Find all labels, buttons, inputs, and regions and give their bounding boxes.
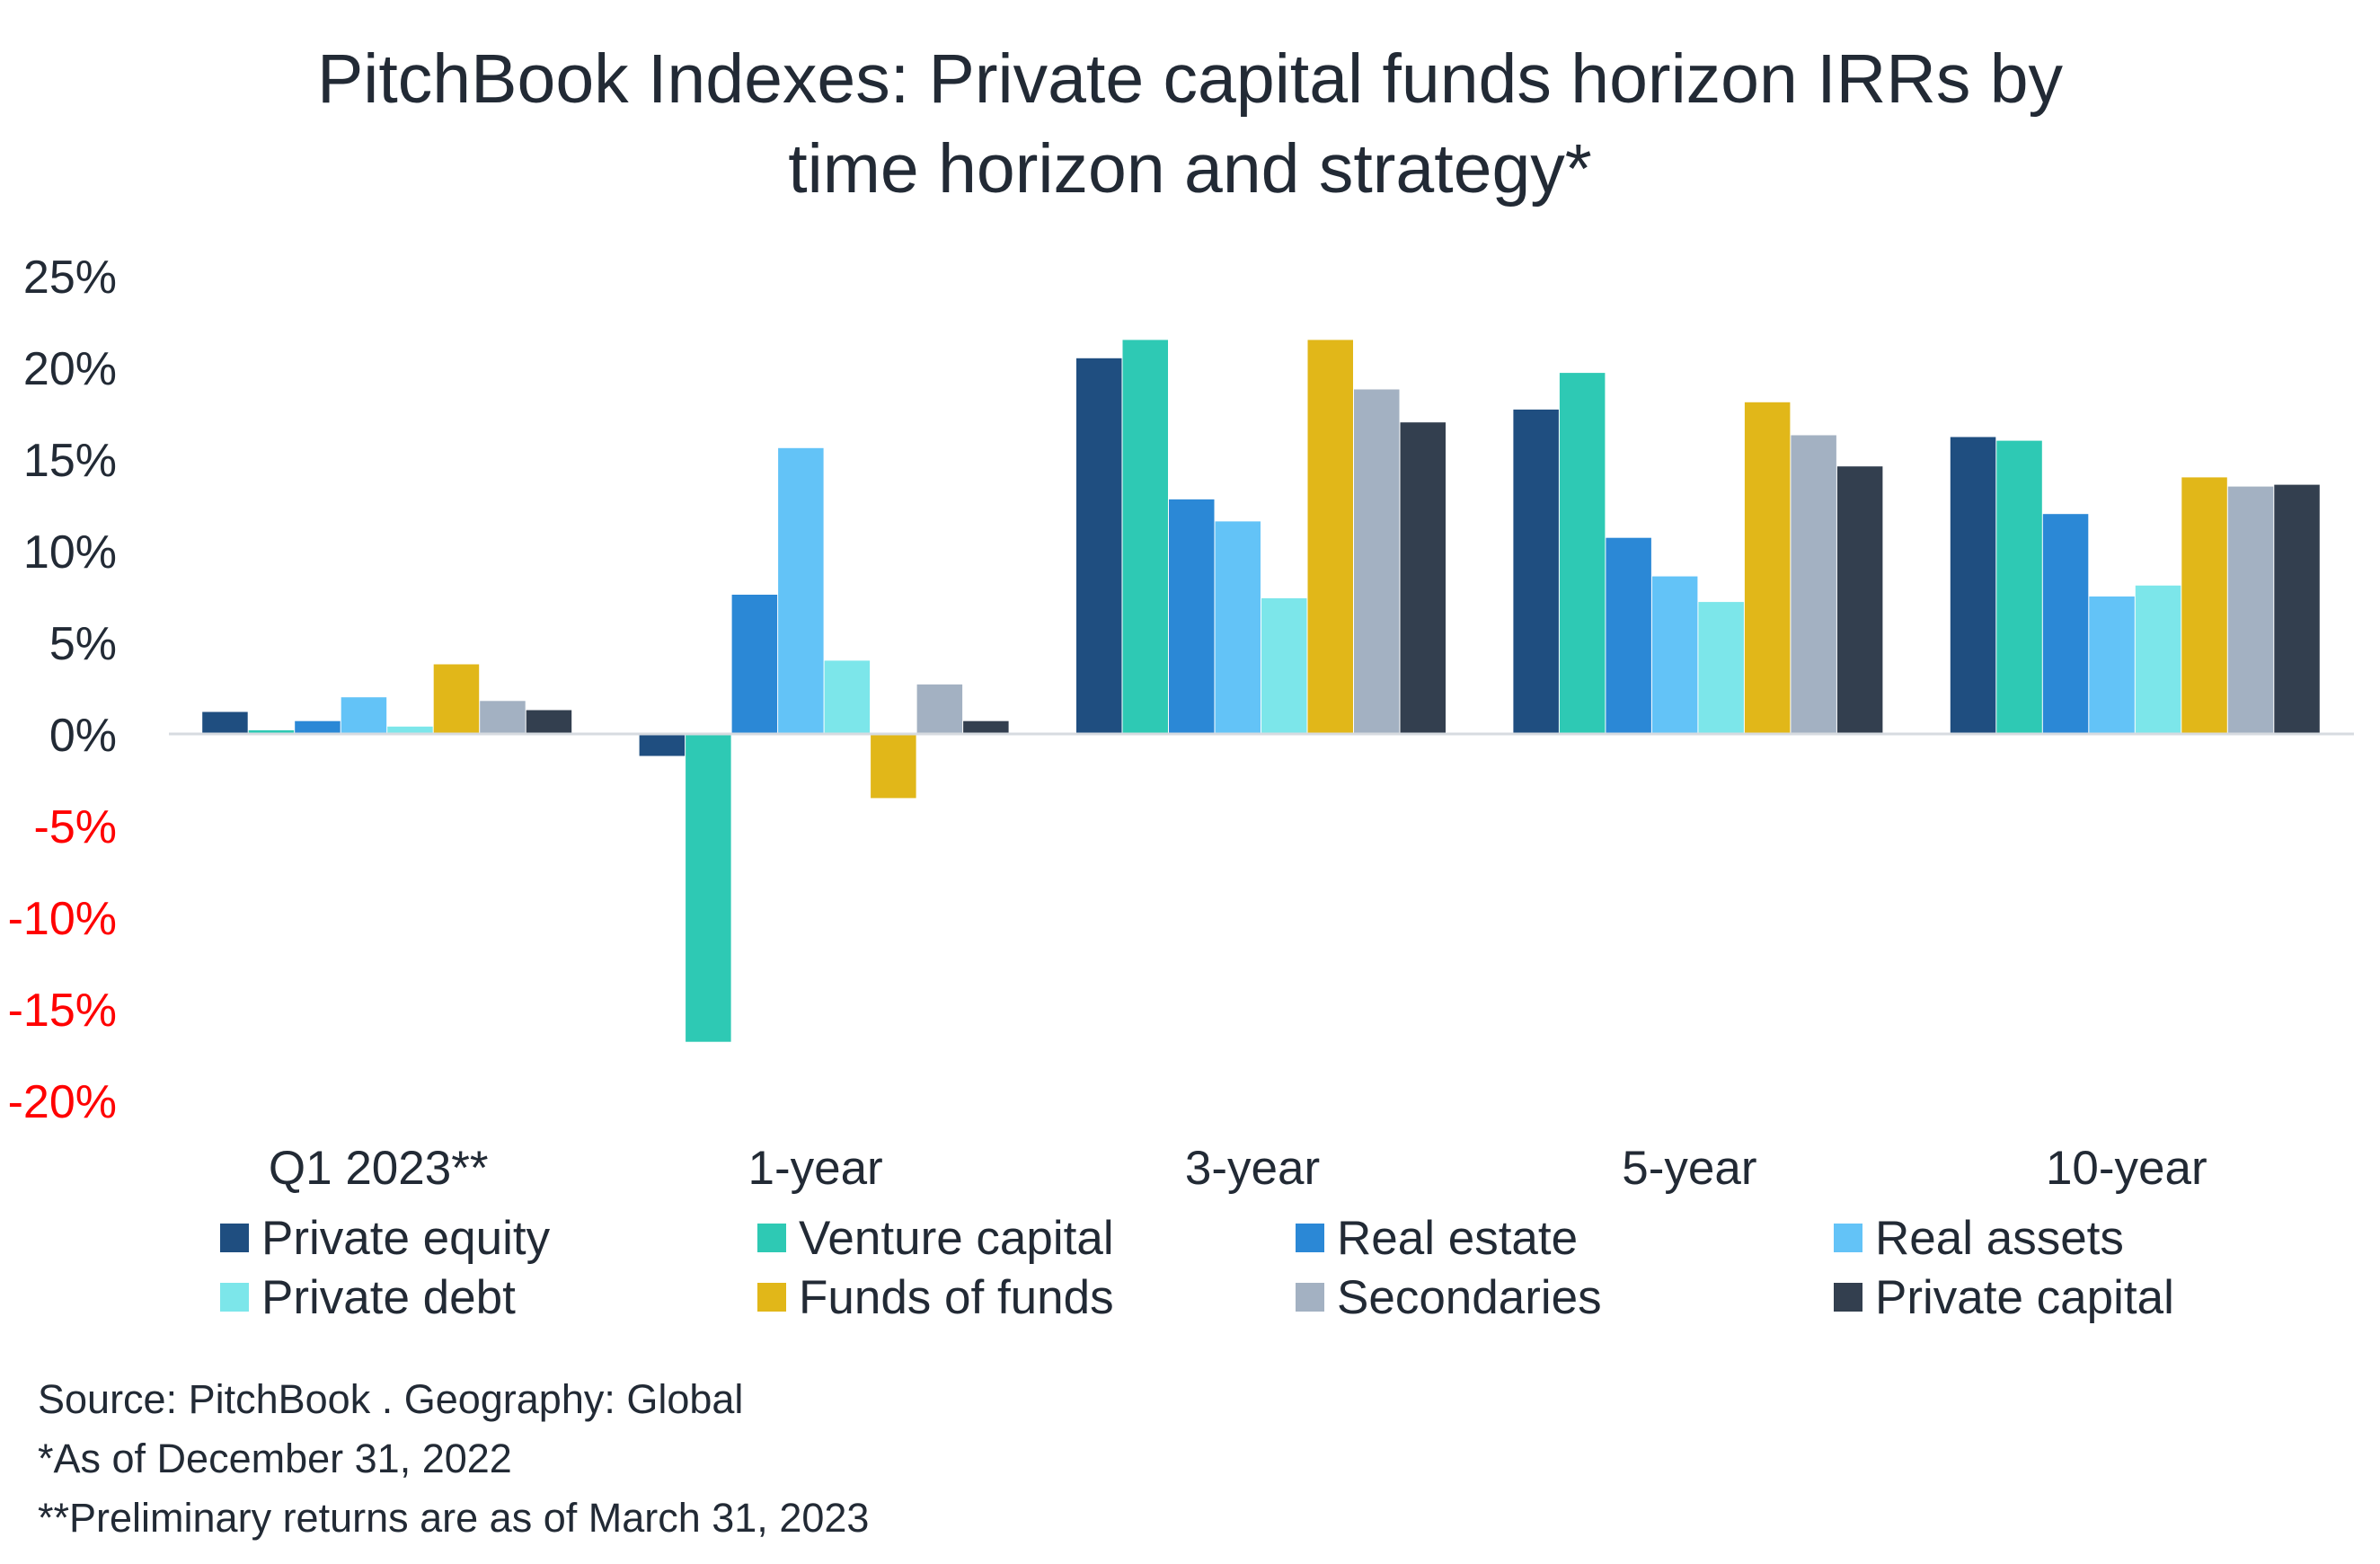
- chart-title-line-2: time horizon and strategy*: [788, 130, 1592, 208]
- legend-label: Venture capital: [799, 1211, 1114, 1265]
- bar: [2274, 484, 2320, 734]
- bar: [1076, 358, 1122, 734]
- bar: [526, 710, 572, 734]
- legend-swatch: [220, 1283, 249, 1312]
- legend-item: Real assets: [1834, 1211, 2124, 1265]
- bar: [963, 720, 1009, 734]
- legend-swatch: [757, 1283, 786, 1312]
- y-tick-label: -15%: [8, 985, 117, 1037]
- legend-item: Private equity: [220, 1211, 550, 1265]
- legend-item: Venture capital: [757, 1211, 1114, 1265]
- y-tick-label: 15%: [23, 435, 117, 487]
- bar: [387, 726, 433, 734]
- y-tick-label: 10%: [23, 526, 117, 579]
- bar: [433, 664, 480, 734]
- bar: [1791, 435, 1836, 734]
- bar: [1996, 440, 2042, 734]
- bar: [1559, 373, 1606, 734]
- bar: [1950, 437, 1996, 734]
- x-category-label: 5-year: [1622, 1142, 1756, 1195]
- bar: [871, 734, 916, 799]
- y-tick-label: -5%: [34, 801, 117, 853]
- x-category-label: 3-year: [1185, 1142, 1320, 1195]
- legend-swatch: [1834, 1224, 1862, 1252]
- bar: [295, 720, 341, 734]
- bar: [1400, 422, 1446, 734]
- bar: [2042, 514, 2089, 734]
- chart-notes: Source: PitchBook . Geography: Global *A…: [38, 1370, 869, 1548]
- bar: [731, 595, 778, 734]
- x-category-label: 10-year: [2046, 1142, 2207, 1195]
- bar: [824, 660, 871, 734]
- legend-swatch: [757, 1224, 786, 1252]
- legend-item: Private capital: [1834, 1270, 2174, 1324]
- bar: [248, 729, 295, 734]
- y-tick-label: -10%: [8, 893, 117, 945]
- bar: [1513, 409, 1559, 734]
- date-footnote: *As of December 31, 2022: [38, 1436, 512, 1481]
- bar: [778, 447, 824, 734]
- legend-label: Real assets: [1875, 1211, 2124, 1265]
- bar: [1698, 602, 1744, 734]
- legend-item: Private debt: [220, 1270, 516, 1324]
- bar: [1307, 340, 1353, 734]
- legend-swatch: [1296, 1224, 1324, 1252]
- legend-label: Secondaries: [1337, 1270, 1602, 1324]
- legend-label: Funds of funds: [799, 1270, 1114, 1324]
- preliminary-footnote: **Preliminary returns are as of March 31…: [38, 1495, 870, 1541]
- bar: [1606, 537, 1651, 734]
- source-note: Source: PitchBook . Geography: Global: [38, 1376, 744, 1422]
- legend-label: Private equity: [261, 1211, 551, 1265]
- legend-item: Funds of funds: [757, 1270, 1114, 1324]
- chart-title-line-1: PitchBook Indexes: Private capital funds…: [316, 40, 2064, 118]
- chart-title: PitchBook Indexes: Private capital funds…: [0, 34, 2380, 214]
- bar: [1836, 466, 1883, 734]
- y-tick-label: -20%: [8, 1076, 117, 1128]
- bar: [2135, 585, 2181, 734]
- legend-swatch: [220, 1224, 249, 1252]
- bar: [639, 734, 686, 756]
- bar: [2227, 486, 2274, 734]
- legend-label: Private debt: [261, 1270, 516, 1324]
- y-tick-label: 20%: [23, 343, 117, 395]
- bar: [1261, 598, 1307, 734]
- bar-chart: 25% 20% 15% 10% 5% 0% -5% -10% -15% -20% Q1 2023**…: [8, 252, 2354, 1195]
- bar: [916, 684, 963, 734]
- y-tick-label: 5%: [49, 618, 117, 670]
- bar: [1354, 389, 1400, 734]
- legend-swatch: [1296, 1283, 1324, 1312]
- bar: [686, 734, 731, 1042]
- x-category-label: 1-year: [748, 1142, 882, 1195]
- bar: [1744, 402, 1791, 734]
- legend-item: Real estate: [1296, 1211, 1578, 1265]
- x-category-label: Q1 2023**: [269, 1142, 489, 1195]
- bar: [1651, 576, 1698, 734]
- bar: [1215, 521, 1261, 734]
- y-tick-label: 25%: [23, 252, 117, 304]
- bar: [1122, 340, 1168, 734]
- legend-label: Real estate: [1337, 1211, 1579, 1265]
- y-tick-label: 0%: [49, 710, 117, 762]
- bar: [1169, 499, 1215, 734]
- bar: [2089, 596, 2135, 734]
- bar: [202, 711, 248, 734]
- legend-swatch: [1834, 1283, 1862, 1312]
- bar: [480, 701, 526, 734]
- bar: [341, 697, 387, 734]
- bar: [2181, 477, 2227, 734]
- legend-item: Secondaries: [1296, 1270, 1602, 1324]
- legend-label: Private capital: [1875, 1270, 2174, 1324]
